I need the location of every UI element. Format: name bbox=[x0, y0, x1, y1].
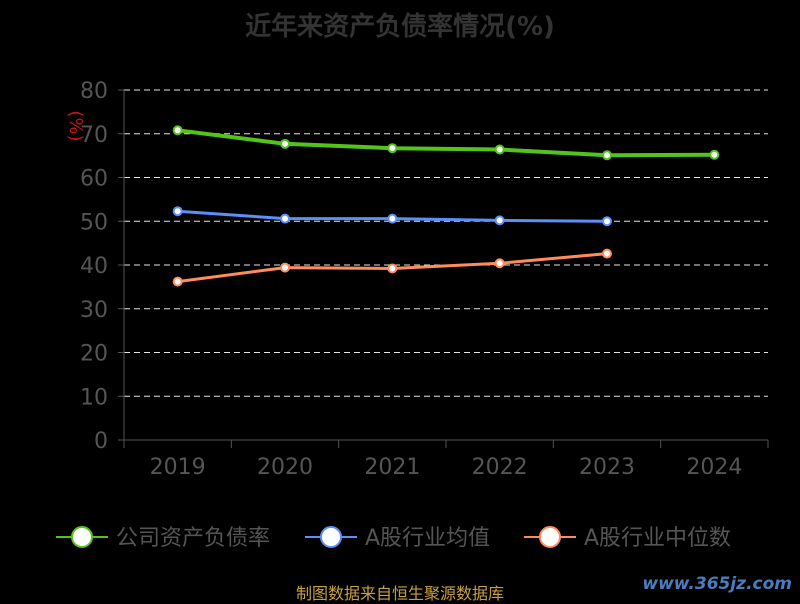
legend-label: A股行业中位数 bbox=[584, 526, 731, 551]
data-point bbox=[172, 276, 183, 287]
data-point bbox=[387, 143, 398, 154]
x-tick-label: 2019 bbox=[150, 455, 206, 480]
data-point bbox=[494, 215, 505, 226]
legend-label: 公司资产负债率 bbox=[116, 526, 270, 551]
y-tick-label: 30 bbox=[80, 298, 108, 323]
data-point bbox=[280, 262, 290, 273]
x-tick-label: 2023 bbox=[579, 455, 635, 480]
chart-title: 近年来资产负债率情况(%) bbox=[245, 12, 555, 42]
x-tick-label: 2024 bbox=[686, 455, 742, 480]
data-point bbox=[280, 213, 290, 224]
legend-marker bbox=[320, 526, 342, 548]
data-point bbox=[387, 213, 398, 224]
series-line bbox=[175, 128, 717, 158]
x-tick-label: 2020 bbox=[257, 455, 313, 480]
data-point bbox=[172, 125, 183, 136]
y-tick-label: 0 bbox=[94, 429, 108, 454]
data-point bbox=[494, 258, 505, 269]
watermark: www.365jz.com bbox=[642, 574, 792, 594]
data-point bbox=[709, 149, 720, 160]
y-tick-label: 50 bbox=[80, 210, 108, 235]
y-tick-label: 60 bbox=[80, 167, 108, 192]
data-point bbox=[602, 150, 612, 161]
y-tick-label: 80 bbox=[80, 79, 108, 104]
data-point bbox=[494, 144, 505, 155]
series-lines bbox=[172, 125, 720, 287]
legend: 公司资产负债率 A股行业均值 A股行业中位数 bbox=[56, 526, 731, 551]
legend-marker bbox=[539, 526, 561, 548]
y-tick-label: 70 bbox=[80, 123, 108, 148]
x-tick-label: 2022 bbox=[472, 455, 528, 480]
data-source-note: 制图数据来自恒生聚源数据库 bbox=[295, 584, 504, 603]
data-point bbox=[172, 206, 183, 217]
axes: 0 10 20 30 40 50 60 70 80 (%) 2019 2020 2021 2022 2023… bbox=[65, 79, 769, 480]
data-point bbox=[387, 263, 398, 274]
legend-label: A股行业均值 bbox=[365, 526, 490, 551]
legend-marker bbox=[71, 526, 93, 548]
y-tick-label: 10 bbox=[80, 385, 108, 410]
x-tick-label: 2021 bbox=[364, 455, 420, 480]
y-tick-label: 20 bbox=[80, 342, 108, 367]
y-tick-label: 40 bbox=[80, 254, 108, 279]
data-point bbox=[280, 138, 290, 149]
data-point bbox=[602, 248, 612, 259]
y-axis-label: (%) bbox=[65, 110, 86, 141]
data-point bbox=[602, 216, 612, 227]
